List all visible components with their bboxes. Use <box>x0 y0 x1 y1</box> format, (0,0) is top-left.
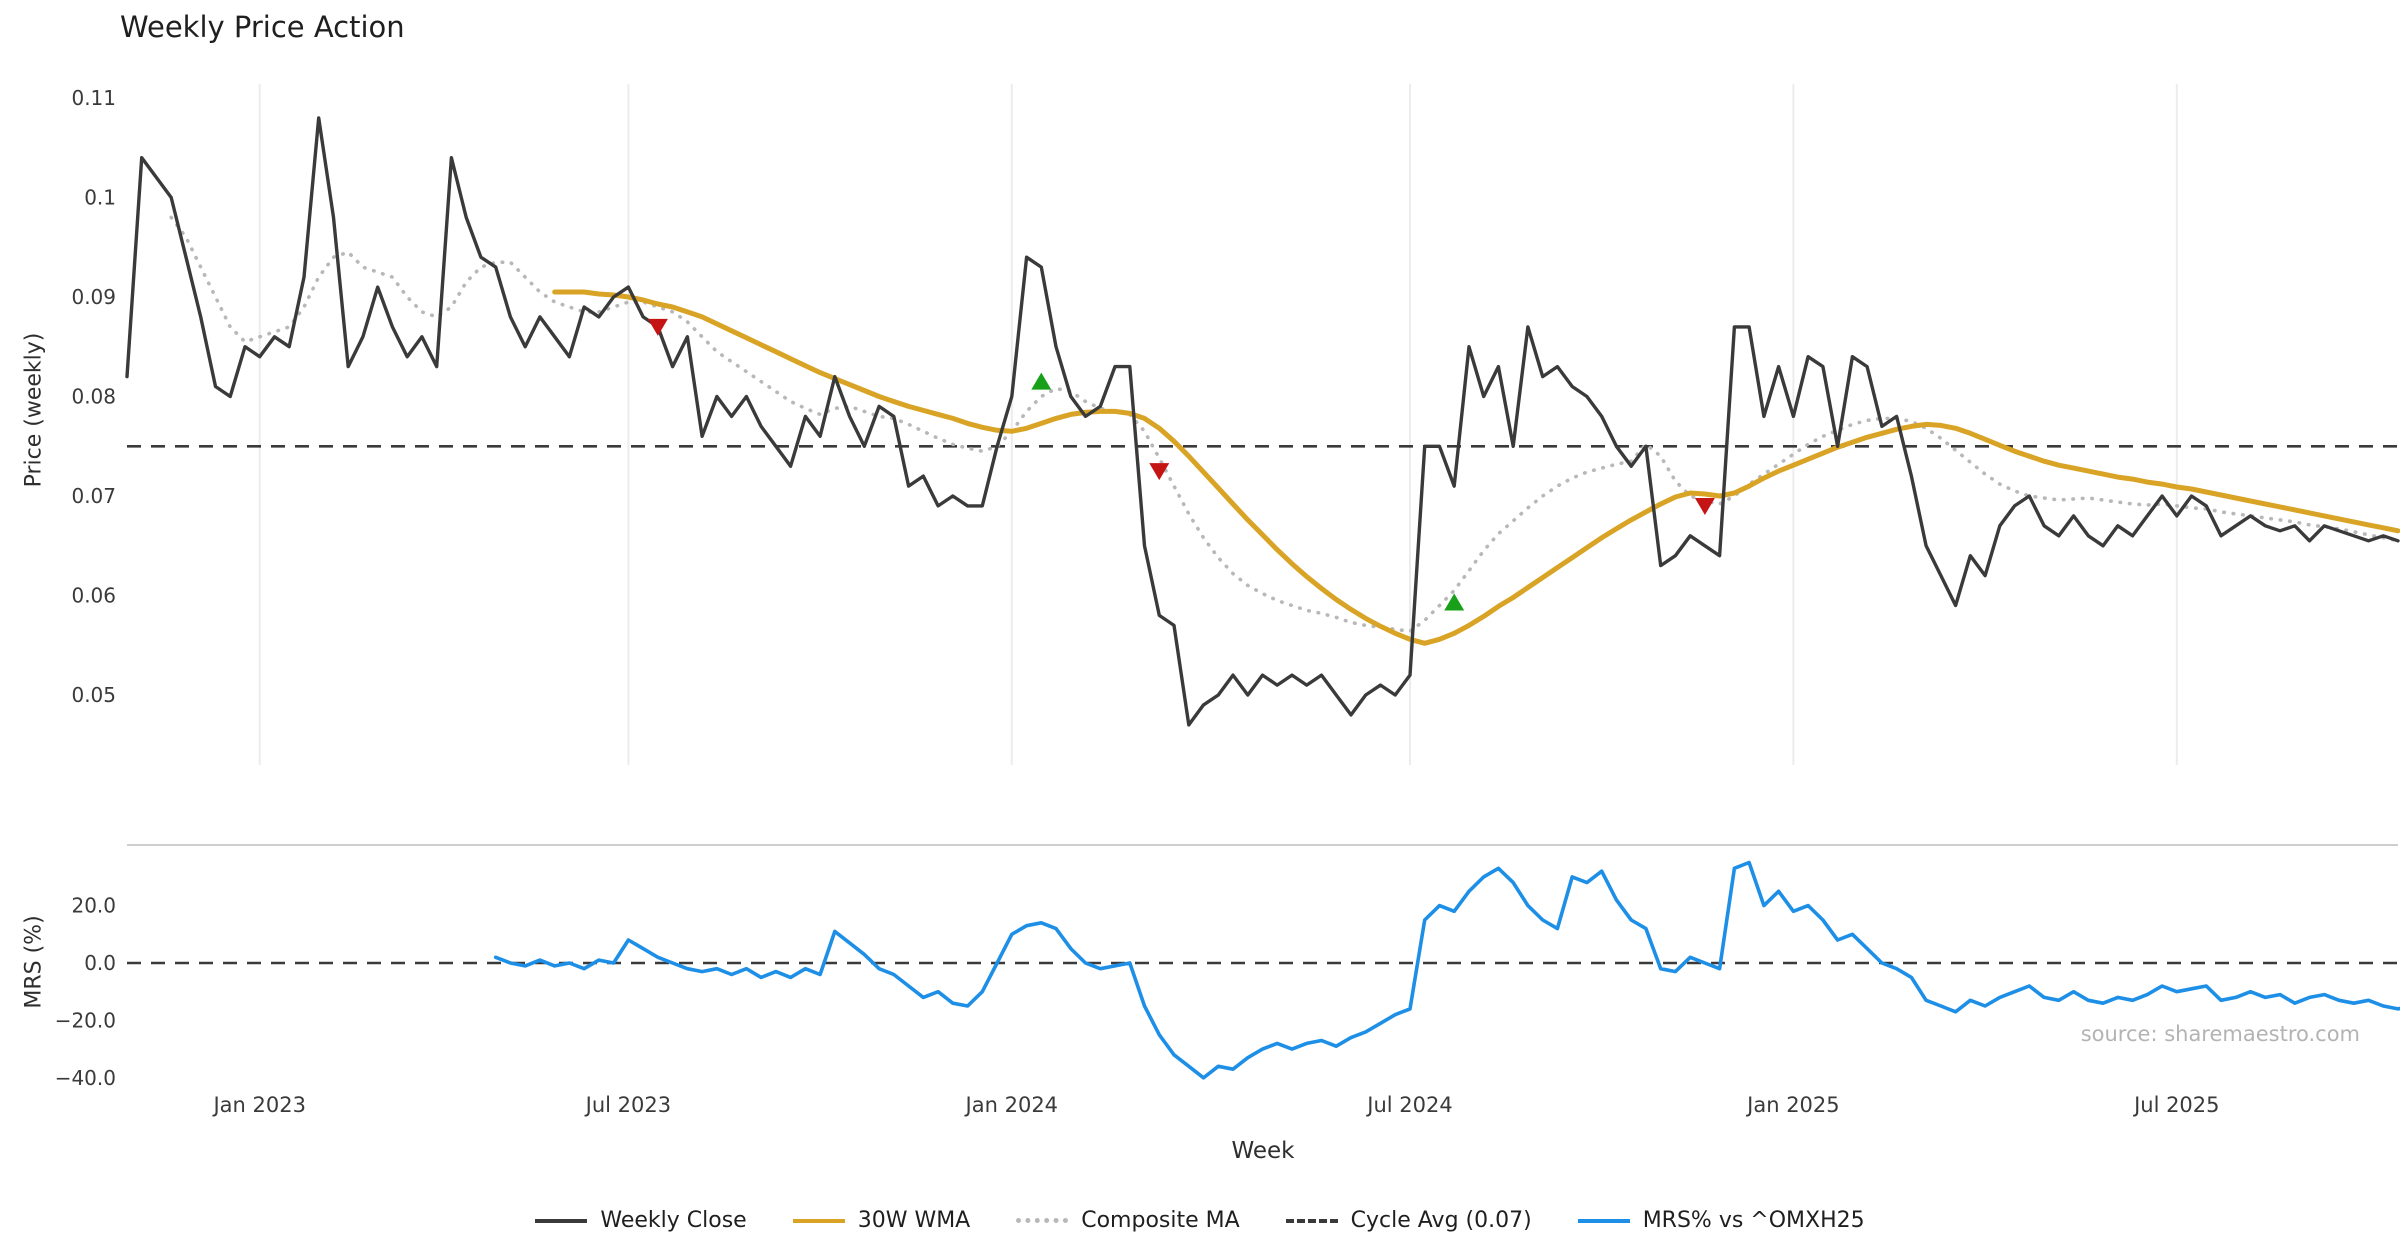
x-tick-label: Jan 2024 <box>964 1093 1059 1117</box>
mrs-panel <box>493 860 2400 1080</box>
legend-item: Composite MA <box>1016 1208 1240 1233</box>
price-panel <box>125 116 2400 727</box>
legend-swatch <box>1016 1218 1069 1223</box>
x-tick-label: Jul 2024 <box>1365 1093 1452 1117</box>
price-tick-label: 0.1 <box>84 186 116 210</box>
x-tick-label: Jul 2025 <box>2132 1093 2219 1117</box>
tick-labels: 0.11 0.1 0.09 0.08 0.07 0.06 0.05 20.0 0.0 −20.0 −… <box>55 86 2220 1117</box>
x-tick-label: Jan 2023 <box>211 1093 306 1117</box>
sell-signal-marker <box>1694 497 1715 515</box>
mrs-line <box>493 860 2400 1080</box>
legend-swatch <box>1577 1218 1630 1223</box>
price-tick-label: 0.07 <box>71 484 116 508</box>
sell-signal-marker <box>1149 463 1170 481</box>
x-tick-label: Jul 2023 <box>584 1093 671 1117</box>
price-tick-label: 0.06 <box>71 584 116 608</box>
price-tick-label: 0.11 <box>71 86 116 110</box>
chart-title: Weekly Price Action <box>120 10 405 44</box>
mrs-axis-label: MRS (%) <box>21 915 47 1009</box>
mrs-tick-label: −20.0 <box>55 1008 116 1032</box>
legend-swatch <box>1285 1218 1338 1223</box>
mrs-tick-label: 0.0 <box>84 951 116 975</box>
price-tick-label: 0.09 <box>71 285 116 309</box>
source-credit: source: sharemaestro.com <box>2080 1022 2360 1046</box>
mrs-tick-label: 20.0 <box>71 894 116 918</box>
legend-label: Cycle Avg (0.07) <box>1350 1208 1532 1233</box>
composite-ma-line <box>169 215 2400 634</box>
legend-swatch <box>535 1218 588 1223</box>
price-tick-label: 0.08 <box>71 385 116 409</box>
legend-item: Weekly Close <box>535 1208 747 1233</box>
legend-label: 30W WMA <box>857 1208 971 1233</box>
gridlines <box>127 84 2398 846</box>
legend-label: MRS% vs ^OMXH25 <box>1642 1208 1865 1233</box>
mrs-tick-label: −40.0 <box>55 1066 116 1090</box>
legend-item: 30W WMA <box>792 1208 971 1233</box>
x-tick-label: Jan 2025 <box>1745 1093 1840 1117</box>
legend: Weekly Close 30W WMA Composite MA Cycle Avg… <box>0 1208 2400 1233</box>
x-axis-label: Week <box>1231 1138 1295 1164</box>
buy-signal-marker <box>1031 372 1052 390</box>
weekly-close-line <box>125 116 2400 727</box>
legend-item: Cycle Avg (0.07) <box>1285 1208 1532 1233</box>
price-axis-label: Price (weekly) <box>21 332 47 488</box>
legend-item: MRS% vs ^OMXH25 <box>1577 1208 1865 1233</box>
price-tick-label: 0.05 <box>71 683 116 707</box>
wma-line <box>552 289 2400 646</box>
legend-label: Composite MA <box>1081 1208 1240 1233</box>
sell-signal-marker <box>647 318 668 336</box>
legend-swatch <box>792 1218 845 1223</box>
buy-signal-marker <box>1444 593 1465 611</box>
legend-label: Weekly Close <box>600 1208 747 1233</box>
